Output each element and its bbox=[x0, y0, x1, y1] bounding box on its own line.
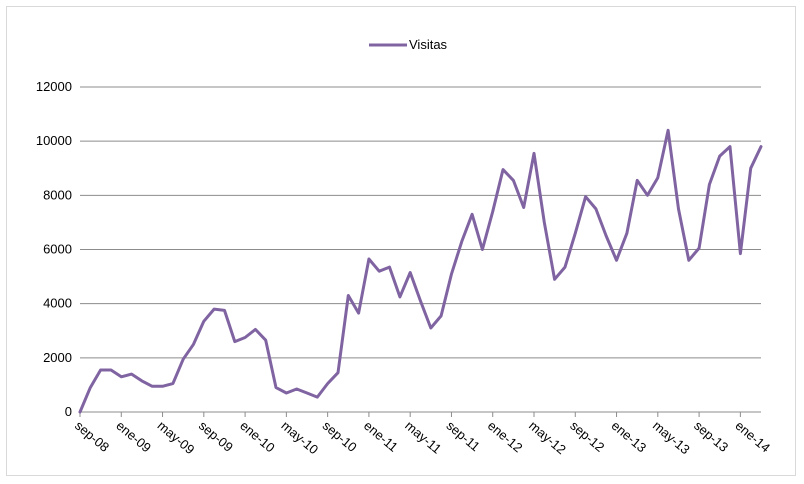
x-tick-label: sep-08 bbox=[72, 418, 112, 455]
x-tick-label: sep-09 bbox=[196, 418, 236, 455]
y-tick-label: 4000 bbox=[43, 296, 72, 311]
chart-frame: 0 2000 4000 6000 8000 10000 12000 sep-08 ene-09… bbox=[6, 6, 796, 476]
x-tick-label: ene-11 bbox=[361, 418, 401, 455]
x-tick-label: sep-11 bbox=[444, 418, 483, 454]
y-tick-label: 10000 bbox=[36, 133, 72, 148]
legend-label-visitas: Visitas bbox=[409, 37, 448, 52]
x-tick-label: ene-10 bbox=[237, 418, 278, 456]
x-tick-label: sep-12 bbox=[567, 418, 607, 455]
x-tick-label: ene-14 bbox=[732, 418, 773, 456]
x-tick-label: sep-13 bbox=[691, 418, 731, 455]
x-tick-label: may-10 bbox=[278, 418, 321, 457]
y-tick-label: 0 bbox=[65, 404, 72, 419]
y-tick-label: 8000 bbox=[43, 187, 72, 202]
x-tick-label: sep-10 bbox=[320, 418, 360, 455]
x-tick-label: ene-12 bbox=[485, 418, 526, 456]
x-tick-label: ene-09 bbox=[113, 418, 154, 456]
series-line-visitas bbox=[78, 128, 763, 414]
y-axis-ticks: 0 2000 4000 6000 8000 10000 12000 bbox=[36, 79, 72, 419]
x-tick-label: may-11 bbox=[402, 418, 444, 457]
legend: Visitas bbox=[369, 37, 448, 52]
series-group bbox=[78, 128, 763, 414]
x-tick-label: may-12 bbox=[526, 418, 569, 457]
y-tick-label: 6000 bbox=[43, 242, 72, 257]
line-chart: 0 2000 4000 6000 8000 10000 12000 sep-08 ene-09… bbox=[36, 37, 773, 457]
x-tick-label: ene-13 bbox=[609, 418, 650, 456]
y-tick-label: 2000 bbox=[43, 350, 72, 365]
grid-lines bbox=[80, 86, 761, 359]
y-tick-label: 12000 bbox=[36, 79, 72, 94]
x-tick-label: may-13 bbox=[650, 418, 693, 457]
x-tick-label: may-09 bbox=[155, 418, 198, 457]
